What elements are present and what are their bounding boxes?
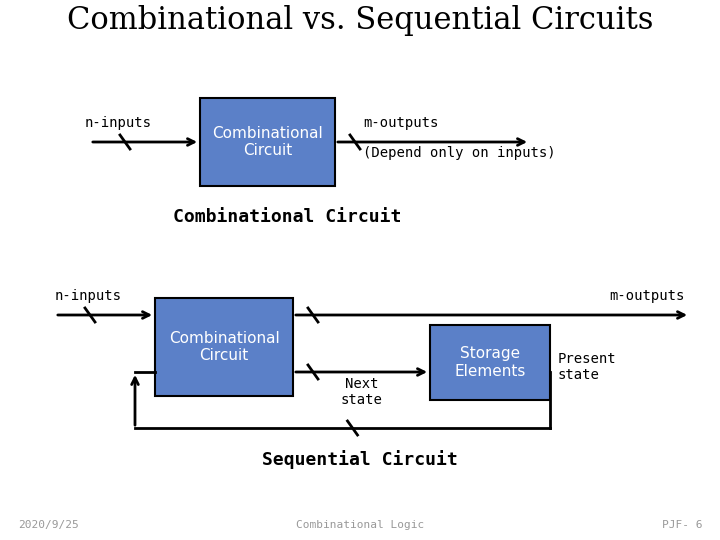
Text: n-inputs: n-inputs	[85, 116, 152, 130]
Text: Sequential Circuit: Sequential Circuit	[262, 450, 458, 469]
Text: Combinational
Circuit: Combinational Circuit	[212, 126, 323, 158]
Text: n-inputs: n-inputs	[55, 289, 122, 303]
Text: Combinational vs. Sequential Circuits: Combinational vs. Sequential Circuits	[67, 5, 653, 36]
Text: Storage
Elements: Storage Elements	[454, 346, 526, 379]
Text: PJF- 6: PJF- 6	[662, 520, 702, 530]
Text: (Depend only on inputs): (Depend only on inputs)	[363, 146, 556, 160]
Bar	[430, 325, 550, 400]
Text: Present
state: Present state	[558, 352, 616, 382]
Bar	[155, 298, 293, 396]
Text: m-outputs: m-outputs	[363, 116, 438, 130]
Text: Next
state: Next state	[341, 377, 382, 407]
Bar	[200, 98, 335, 186]
Text: Combinational Logic: Combinational Logic	[296, 520, 424, 530]
Text: Combinational Circuit: Combinational Circuit	[174, 208, 402, 226]
Text: Combinational
Circuit: Combinational Circuit	[168, 331, 279, 363]
Text: 2020/9/25: 2020/9/25	[18, 520, 78, 530]
Text: m-outputs: m-outputs	[610, 289, 685, 303]
